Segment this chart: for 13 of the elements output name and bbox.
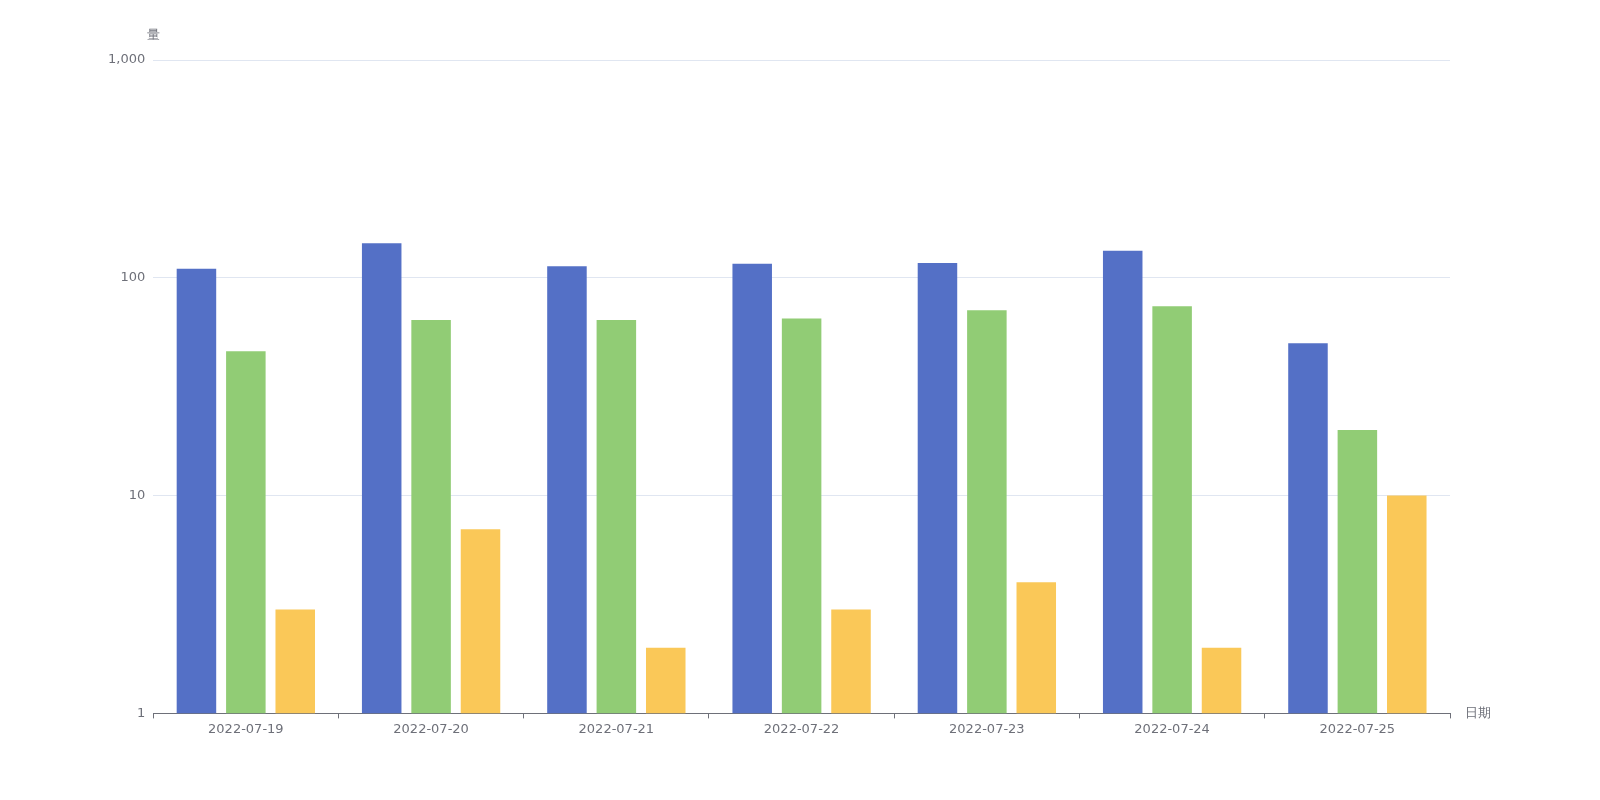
y-tick-label: 100 <box>120 269 146 285</box>
x-tick-label: 2022-07-25 <box>1319 720 1396 736</box>
x-tick-label: 2022-07-19 <box>208 720 284 736</box>
y-tick-label: 1 <box>136 704 146 720</box>
x-tick-label: 2022-07-24 <box>1134 720 1210 736</box>
y-tick-label: 1,000 <box>108 51 146 67</box>
x-tick-label: 2022-07-23 <box>949 720 1025 736</box>
x-tick-label: 2022-07-20 <box>393 720 469 736</box>
x-axis-title: 日期 <box>1465 704 1491 720</box>
y-axis-title: 量 <box>146 26 160 42</box>
y-tick-label: 10 <box>128 486 146 502</box>
x-tick-label: 2022-07-21 <box>578 720 655 736</box>
x-tick-label: 2022-07-22 <box>763 720 840 736</box>
